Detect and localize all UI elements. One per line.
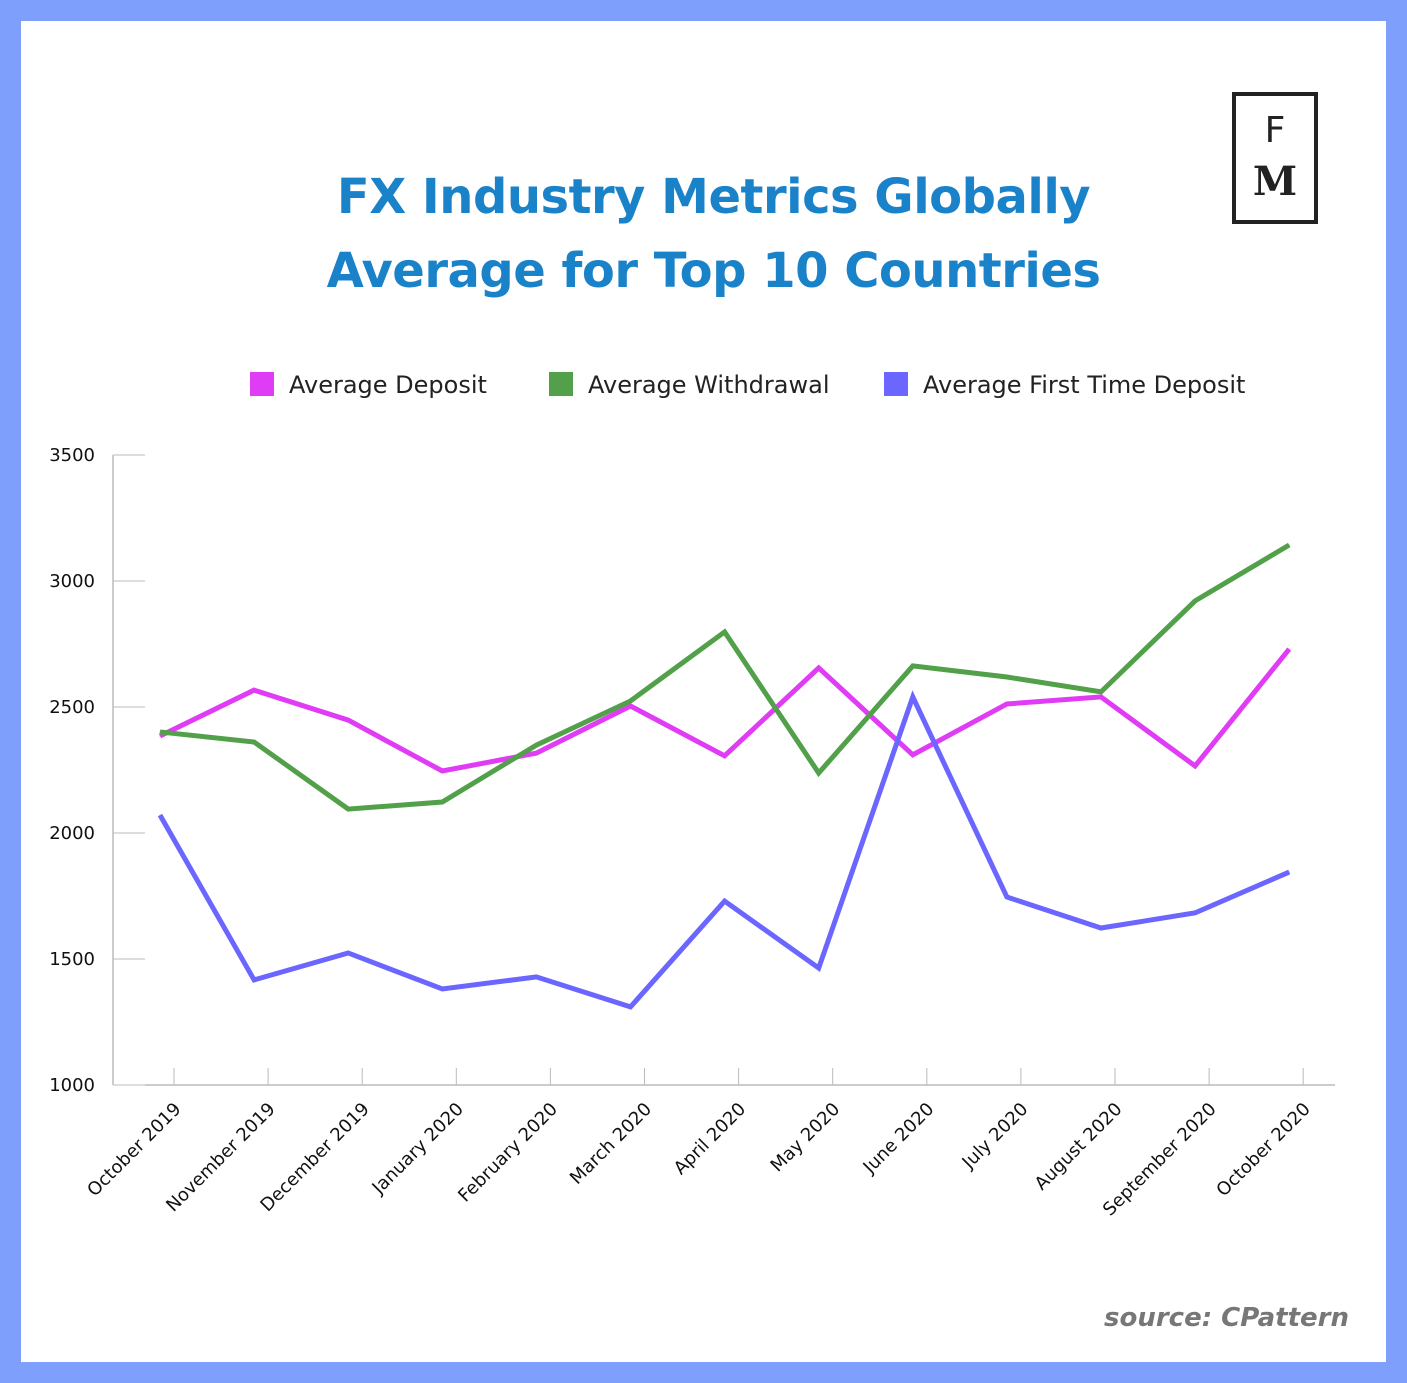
x-tick-label: May 2020 <box>767 1099 845 1177</box>
data-point <box>1194 600 1196 602</box>
data-point <box>1288 648 1290 650</box>
data-point <box>535 976 537 978</box>
chart-title: FX Industry Metrics Globally Average for… <box>0 160 1407 308</box>
data-point <box>441 770 443 772</box>
data-point <box>441 988 443 990</box>
series-line-0 <box>158 647 1292 774</box>
fm-logo: F M <box>1232 92 1318 224</box>
legend-label: Average First Time Deposit <box>923 371 1245 399</box>
data-point <box>724 900 726 902</box>
y-tick-label: 2500 <box>49 697 95 718</box>
x-tick-label: February 2020 <box>454 1099 562 1207</box>
data-point <box>912 665 914 667</box>
data-point <box>1100 927 1102 929</box>
data-point <box>1100 691 1102 693</box>
data-point <box>159 735 161 737</box>
data-point <box>347 952 349 954</box>
logo-letter-m: M <box>1252 158 1298 205</box>
data-point <box>253 689 255 691</box>
data-point <box>159 814 161 816</box>
data-point <box>630 1006 631 1008</box>
data-point <box>159 731 161 733</box>
data-point <box>630 700 631 702</box>
data-point <box>630 705 631 707</box>
data-point <box>1100 696 1102 698</box>
data-point <box>1006 896 1008 898</box>
x-tick-label: January 2020 <box>368 1099 468 1199</box>
x-tick-label: October 2019 <box>83 1099 185 1201</box>
series-line-2 <box>157 690 1291 1010</box>
data-point <box>1194 765 1196 767</box>
data-point <box>253 741 255 743</box>
x-tick-label: July 2020 <box>958 1099 1033 1174</box>
x-tick-label: October 2020 <box>1213 1099 1315 1201</box>
x-tick-label: April 2020 <box>670 1099 750 1179</box>
data-point <box>724 631 726 633</box>
legend-label: Average Withdrawal <box>588 371 830 399</box>
title-line-1: FX Industry Metrics Globally <box>336 169 1091 225</box>
legend-swatch <box>549 372 573 396</box>
source-note: source: CPattern <box>1103 1303 1349 1333</box>
title-line-2: Average for Top 10 Countries <box>326 243 1101 299</box>
data-point <box>441 801 443 803</box>
legend-swatch <box>250 372 274 396</box>
data-point <box>818 667 820 669</box>
data-point <box>535 752 537 754</box>
data-point <box>1194 912 1196 914</box>
y-tick-label: 3500 <box>49 445 95 466</box>
y-tick-label: 1500 <box>49 949 95 970</box>
y-tick-label: 3000 <box>49 571 95 592</box>
data-point <box>912 754 914 756</box>
x-tick-label: March 2020 <box>566 1099 656 1189</box>
y-tick-label: 1000 <box>49 1075 95 1096</box>
data-point <box>1288 544 1290 546</box>
data-point <box>253 979 255 981</box>
data-point <box>347 808 349 810</box>
data-point <box>818 772 820 774</box>
series-line-1 <box>159 542 1291 812</box>
data-point <box>1006 676 1008 678</box>
x-tick-label: June 2020 <box>859 1099 939 1179</box>
data-point <box>347 719 349 721</box>
data-point <box>724 755 726 757</box>
data-point <box>912 696 914 698</box>
data-point <box>818 967 820 969</box>
legend-swatch <box>884 372 908 396</box>
x-tick-label: August 2020 <box>1031 1099 1127 1195</box>
legend-label: Average Deposit <box>289 371 487 399</box>
data-point <box>1006 703 1008 705</box>
logo-letter-f: F <box>1264 110 1286 151</box>
y-tick-label: 2000 <box>49 823 95 844</box>
data-point <box>535 744 537 746</box>
data-point <box>1288 871 1290 873</box>
